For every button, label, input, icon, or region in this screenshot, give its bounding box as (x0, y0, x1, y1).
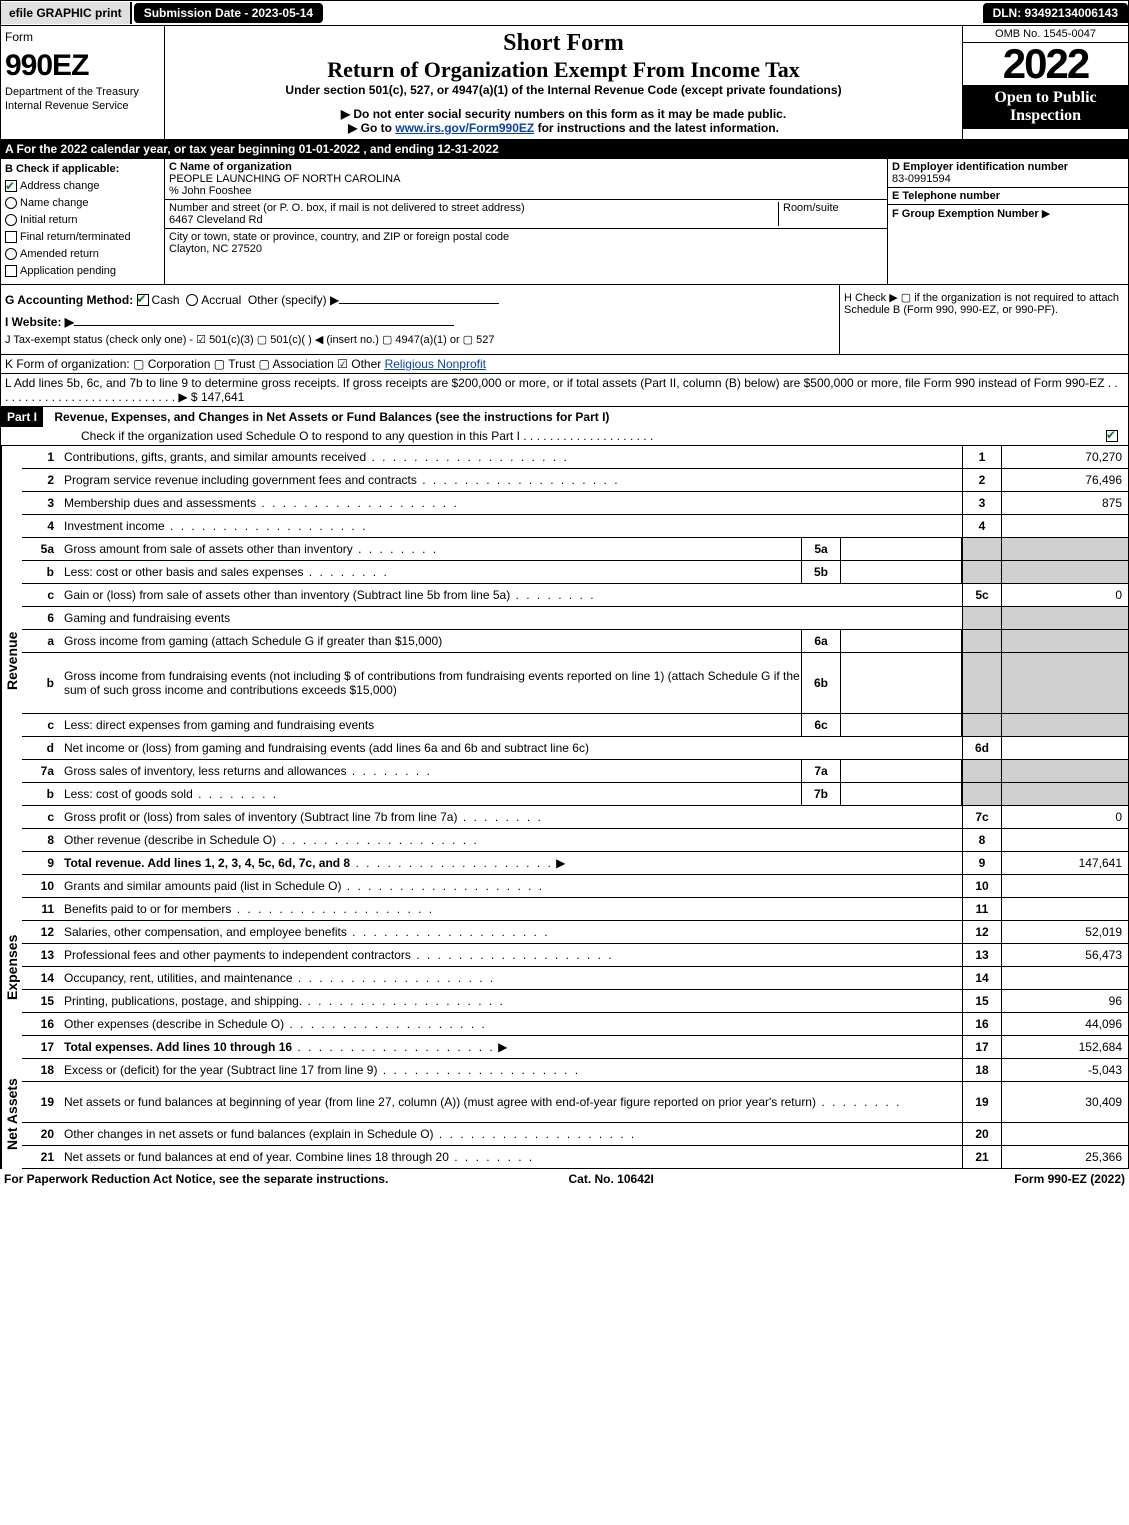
section-a-line: A For the 2022 calendar year, or tax yea… (0, 140, 1129, 159)
part1-title: Revenue, Expenses, and Changes in Net As… (46, 410, 609, 424)
return-title: Return of Organization Exempt From Incom… (169, 57, 958, 83)
part1-tag: Part I (1, 407, 43, 427)
ssn-warning: ▶ Do not enter social security numbers o… (169, 107, 958, 121)
open-to-public: Open to Public Inspection (963, 85, 1128, 129)
section-b: B Check if applicable: Address change Na… (1, 159, 164, 284)
cb-final-return[interactable] (5, 231, 17, 243)
street-addr: 6467 Cleveland Rd (169, 214, 778, 226)
care-of: % John Fooshee (169, 185, 883, 197)
dept-label: Department of the Treasury (5, 85, 160, 99)
d-label: D Employer identification number (892, 161, 1124, 173)
page-footer: For Paperwork Reduction Act Notice, see … (0, 1169, 1129, 1189)
form-number: 990EZ (5, 46, 160, 85)
submission-date: Submission Date - 2023-05-14 (134, 3, 323, 23)
street-label: Number and street (or P. O. box, if mail… (169, 202, 778, 214)
dln-label: DLN: 93492134006143 (983, 3, 1128, 23)
org-name: PEOPLE LAUNCHING OF NORTH CAROLINA (169, 173, 883, 185)
short-form-title: Short Form (169, 30, 958, 57)
part1-check-line: Check if the organization used Schedule … (81, 429, 653, 443)
arrow-icon: ▶ (1042, 208, 1050, 220)
h-line: H Check ▶ ▢ if the organization is not r… (839, 285, 1128, 354)
cb-amended-return[interactable] (5, 248, 17, 260)
tax-year: 2022 (963, 43, 1128, 85)
cb-schedule-o[interactable] (1106, 430, 1118, 442)
irs-label: Internal Revenue Service (5, 99, 160, 113)
cb-name-change[interactable] (5, 197, 17, 209)
cb-address-change[interactable] (5, 180, 17, 192)
j-line: J Tax-exempt status (check only one) - ☑… (5, 333, 835, 346)
i-label: I Website: ▶ (5, 315, 74, 329)
org-info-block: B Check if applicable: Address change Na… (0, 159, 1129, 285)
f-label: F Group Exemption Number (892, 208, 1039, 220)
efile-label: efile GRAPHIC print (1, 2, 132, 24)
expenses-side-label: Expenses (1, 875, 22, 1059)
under-section-text: Under section 501(c), 527, or 4947(a)(1)… (169, 83, 958, 97)
paperwork-notice: For Paperwork Reduction Act Notice, see … (4, 1172, 388, 1186)
cat-no: Cat. No. 10642I (569, 1172, 654, 1186)
c-label: C Name of organization (169, 161, 883, 173)
expenses-section: Expenses 10Grants and similar amounts pa… (0, 875, 1129, 1059)
cb-initial-return[interactable] (5, 214, 17, 226)
l-line: L Add lines 5b, 6c, and 7b to line 9 to … (0, 374, 1129, 407)
cb-cash[interactable] (137, 294, 149, 306)
b-title: B Check if applicable: (5, 162, 160, 178)
cb-application-pending[interactable] (5, 265, 17, 277)
revenue-section: Revenue 1Contributions, gifts, grants, a… (0, 446, 1129, 875)
form-header: Form 990EZ Department of the Treasury In… (0, 26, 1129, 140)
room-suite-label: Room/suite (778, 202, 883, 226)
ein: 83-0991594 (892, 173, 1124, 185)
revenue-side-label: Revenue (1, 446, 22, 875)
net-assets-section: Net Assets 18Excess or (deficit) for the… (0, 1059, 1129, 1169)
netassets-side-label: Net Assets (1, 1059, 22, 1169)
top-bar: efile GRAPHIC print Submission Date - 20… (0, 0, 1129, 26)
goto-line: ▶ Go to www.irs.gov/Form990EZ for instru… (169, 121, 958, 135)
city-zip: Clayton, NC 27520 (169, 243, 883, 255)
g-label: G Accounting Method: (5, 293, 133, 307)
e-label: E Telephone number (892, 190, 1124, 202)
k-line: K Form of organization: ▢ Corporation ▢ … (0, 355, 1129, 374)
cb-accrual[interactable] (186, 294, 198, 306)
city-label: City or town, state or province, country… (169, 231, 883, 243)
k-other-link[interactable]: Religious Nonprofit (385, 357, 486, 371)
irs-link[interactable]: www.irs.gov/Form990EZ (395, 121, 534, 135)
form-word: Form (5, 30, 160, 46)
